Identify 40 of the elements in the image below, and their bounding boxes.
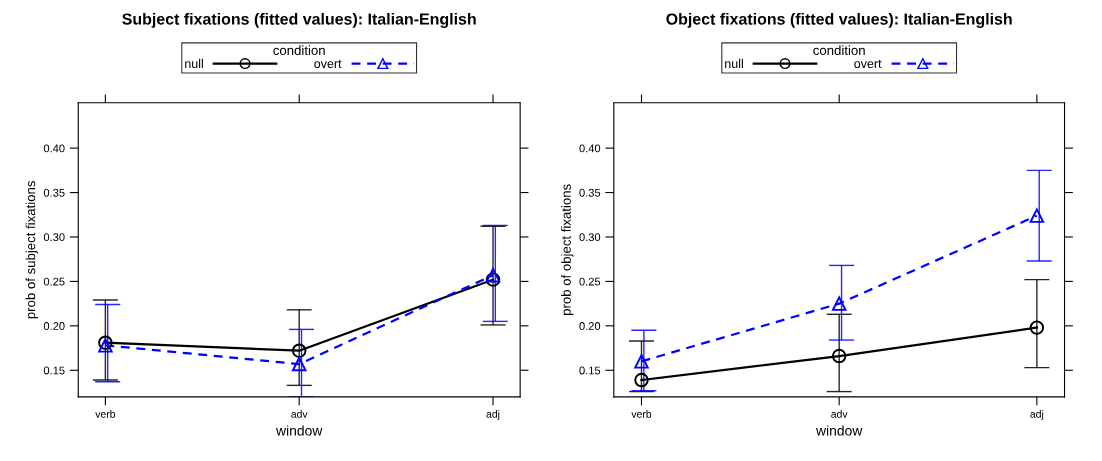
y-tick-label: 0.40 [579, 144, 601, 153]
x-axis-title: window [815, 425, 863, 436]
point [1029, 208, 1045, 223]
chart-title: Subject fixations (fitted values): Italian-English [122, 12, 476, 28]
x-tick-label: adj [486, 410, 500, 420]
x-axis-title: window [276, 425, 323, 436]
y-tick-label: 0.25 [579, 277, 601, 286]
y-tick-label: 0.30 [43, 233, 65, 242]
chart-title: Object fixations (fitted values): Italian-English [666, 12, 1012, 28]
y-tick-label: 0.15 [579, 366, 601, 375]
y-axis-title: prob of subject fixations [25, 181, 38, 319]
y-tick-label: 0.15 [43, 366, 65, 375]
y-tick-label: 0.35 [579, 188, 601, 197]
point [485, 267, 501, 283]
y-tick-label: 0.30 [579, 233, 601, 242]
x-tick-label: adv [291, 410, 308, 418]
point [634, 354, 649, 369]
legend-title: condition [273, 45, 325, 56]
x-tick-label: adj [1030, 410, 1044, 420]
y-axis-title: prob of object fixations [561, 184, 574, 316]
x-tick-label: verb [631, 410, 652, 418]
point [291, 343, 307, 358]
x-tick-label: adv [831, 410, 848, 418]
point [634, 372, 649, 388]
y-tick-label: 0.40 [43, 144, 65, 153]
point [831, 348, 847, 364]
legend-title: condition [813, 45, 865, 56]
point [831, 296, 847, 311]
legend-label: overt [854, 59, 882, 69]
x-tick-label: verb [95, 410, 116, 418]
y-tick-label: 0.20 [43, 322, 65, 330]
legend-label: null [185, 58, 203, 69]
y-tick-label: 0.35 [43, 188, 65, 197]
legend-label: overt [314, 59, 342, 69]
y-tick-label: 0.25 [43, 277, 65, 286]
y-tick-label: 0.20 [579, 322, 601, 330]
point [1029, 320, 1045, 335]
point [485, 272, 501, 287]
point [291, 356, 307, 372]
legend-label: null [725, 58, 743, 69]
